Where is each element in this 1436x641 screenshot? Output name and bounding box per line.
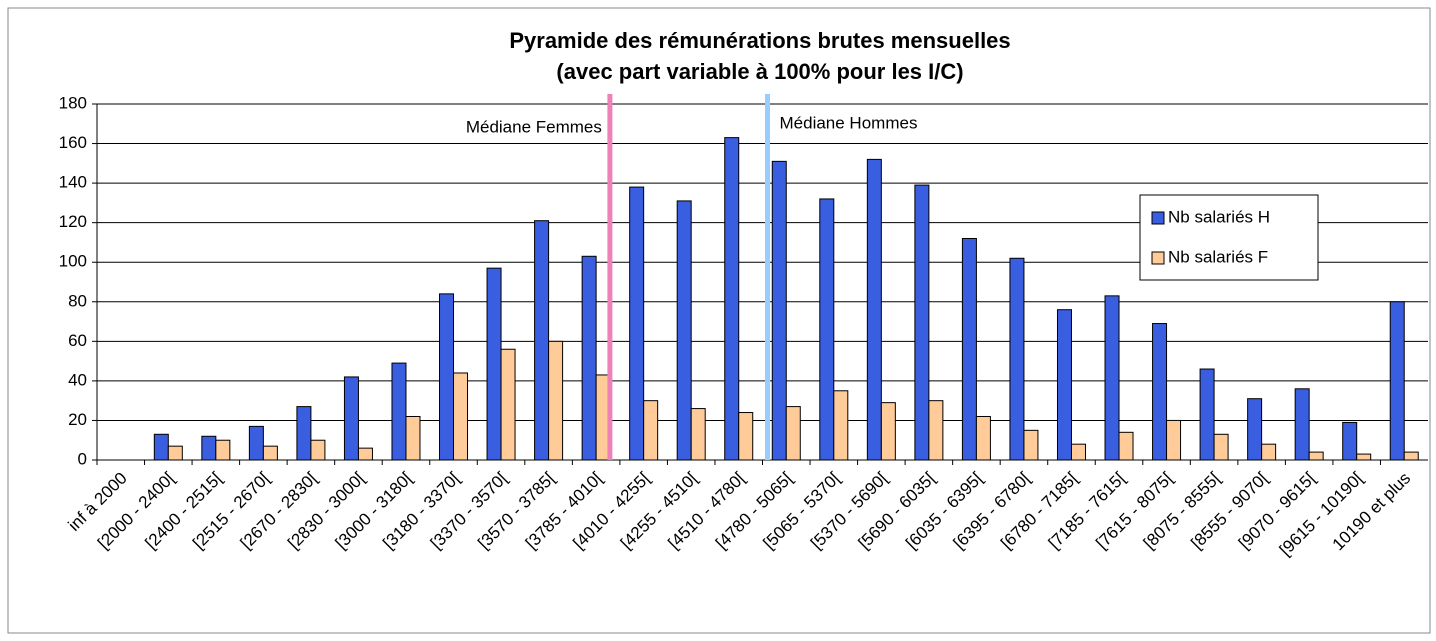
bar	[676, 200, 692, 461]
chart-frame	[7, 7, 1431, 634]
bar	[391, 362, 407, 461]
bar	[453, 372, 469, 461]
bar	[1342, 421, 1358, 461]
median-label: Médiane Hommes	[780, 113, 918, 132]
bar	[1070, 443, 1086, 461]
bar	[1152, 323, 1168, 461]
bar	[1356, 453, 1372, 461]
bar	[1023, 429, 1039, 461]
y-tick-label: 20	[68, 410, 87, 429]
bar	[486, 267, 502, 461]
bar	[1294, 388, 1310, 461]
bar	[248, 425, 264, 461]
y-tick-label: 140	[59, 173, 87, 192]
bar	[1389, 301, 1405, 461]
bar	[439, 293, 455, 461]
legend-swatch	[1151, 211, 1165, 225]
bar	[357, 447, 373, 461]
bar	[643, 400, 659, 461]
bar	[1118, 431, 1134, 461]
y-tick-label: 60	[68, 331, 87, 350]
bar	[771, 160, 787, 461]
bar	[1261, 443, 1277, 461]
bar	[215, 439, 231, 461]
y-tick-label: 100	[59, 252, 87, 271]
bar	[819, 198, 835, 461]
y-tick-label: 0	[78, 449, 87, 468]
bar	[1403, 451, 1419, 461]
bar	[629, 186, 645, 461]
y-tick-label: 80	[68, 291, 87, 310]
bar	[310, 439, 326, 461]
bar	[961, 237, 977, 461]
bar	[1213, 433, 1229, 461]
bar	[548, 340, 564, 461]
bar	[343, 376, 359, 461]
bar	[262, 445, 278, 461]
y-tick-label: 120	[59, 212, 87, 231]
legend-label: Nb salariés H	[1168, 207, 1270, 226]
bar	[1199, 368, 1215, 461]
bar	[833, 390, 849, 461]
bar	[1247, 398, 1263, 461]
bar	[581, 255, 597, 461]
bar	[738, 412, 754, 461]
bar	[880, 402, 896, 461]
bar	[928, 400, 944, 461]
bar	[534, 220, 550, 461]
y-tick-label: 180	[59, 93, 87, 112]
bar	[405, 415, 421, 461]
bar	[1166, 419, 1182, 461]
bar	[1308, 451, 1324, 461]
y-tick-label: 160	[59, 133, 87, 152]
bar	[167, 445, 183, 461]
bar	[975, 415, 991, 461]
bar	[1056, 309, 1072, 461]
bar	[296, 406, 312, 461]
bar	[1009, 257, 1025, 461]
bar	[153, 433, 169, 461]
chart-subtitle: (avec part variable à 100% pour les I/C)	[556, 59, 963, 84]
bar	[866, 158, 882, 461]
legend-box	[1139, 194, 1319, 281]
bar	[724, 137, 740, 461]
legend-label: Nb salariés F	[1168, 247, 1268, 266]
bar	[201, 435, 217, 461]
legend-swatch	[1151, 251, 1165, 265]
bar	[1104, 295, 1120, 461]
median-label: Médiane Femmes	[466, 117, 602, 136]
bar	[690, 408, 706, 461]
bar	[785, 406, 801, 461]
bar	[914, 184, 930, 461]
chart-title: Pyramide des rémunérations brutes mensue…	[509, 28, 1010, 53]
bar	[500, 348, 516, 461]
y-tick-label: 40	[68, 370, 87, 389]
